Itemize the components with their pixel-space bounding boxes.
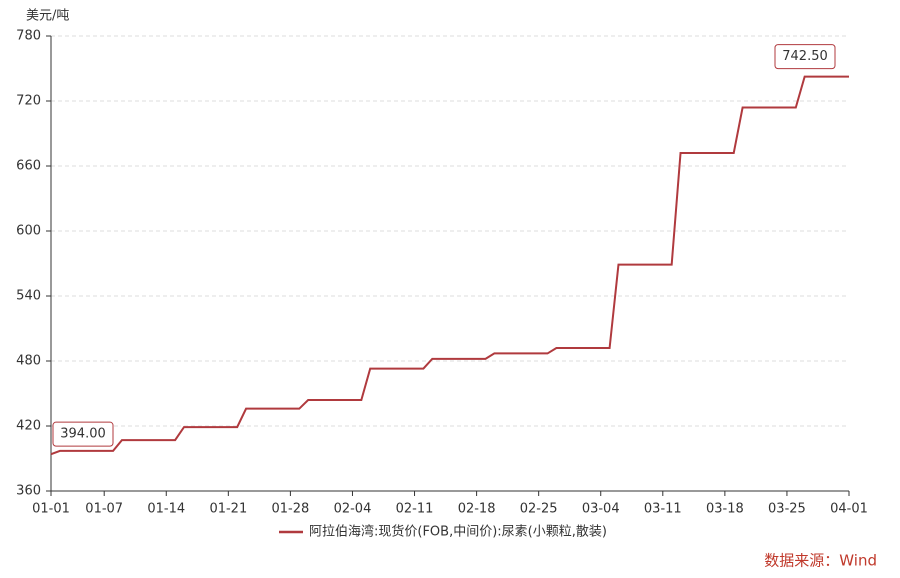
y-tick-label: 480 [16,354,41,369]
value-label: 394.00 [60,427,106,442]
y-tick-label: 780 [16,29,41,44]
x-tick-label: 03-04 [582,502,620,517]
x-tick-label: 02-25 [520,502,558,517]
y-tick-label: 540 [16,289,41,304]
value-label: 742.50 [782,49,828,64]
y-tick-label: 720 [16,94,41,109]
value-label-box [774,44,836,70]
x-tick-label: 01-01 [32,502,70,517]
x-tick-label: 01-14 [147,502,185,517]
y-axis-unit: 美元/吨 [26,9,69,24]
x-tick-label: 01-07 [85,502,123,517]
value-label-box [52,421,114,447]
legend-label: 阿拉伯海湾:现货价(FOB,中间价):尿素(小颗粒,散装) [309,524,607,540]
x-tick-label: 01-28 [272,502,310,517]
y-tick-label: 600 [16,224,41,239]
y-tick-label: 420 [16,419,41,434]
line [50,75,849,456]
x-tick-label: 01-21 [209,502,247,517]
y-tick-label: 660 [16,159,41,174]
x-tick-label: 03-11 [644,502,682,517]
x-tick-label: 02-11 [396,502,434,517]
x-tick-label: 02-18 [458,502,496,517]
y-tick-label: 360 [16,484,41,499]
x-tick-label: 03-25 [768,502,806,517]
x-tick-label: 03-18 [706,502,744,517]
source-note: 数据来源：Wind [764,552,877,570]
x-tick-label: 04-01 [830,502,868,517]
x-tick-label: 02-04 [334,502,372,517]
